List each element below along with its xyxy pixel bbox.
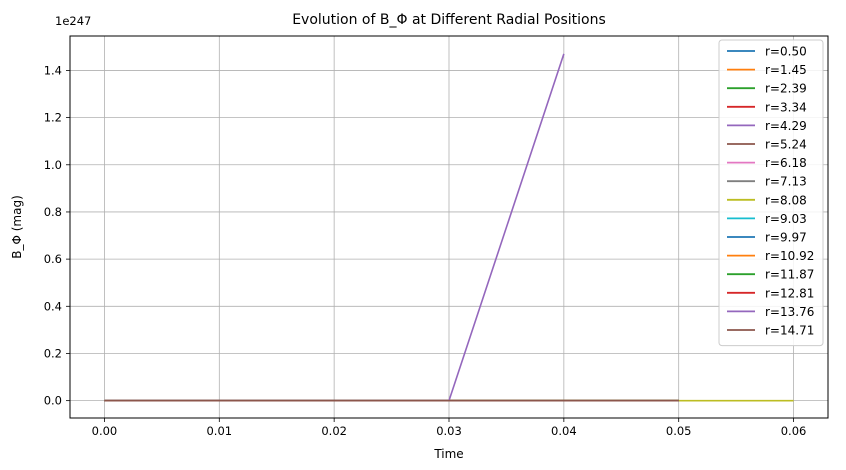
series-lines xyxy=(104,53,794,402)
chart-title: Evolution of B_Φ at Different Radial Pos… xyxy=(292,12,606,28)
legend-label: r=3.34 xyxy=(765,100,807,114)
y-tick-label: 1.0 xyxy=(44,158,62,172)
x-tick-label: 0.05 xyxy=(666,424,692,438)
legend-label: r=4.29 xyxy=(765,119,807,133)
axis-ticks: 0.00 0.01 0.02 0.03 0.04 0.05 0.06 0.0 0.2 0.4 0.6… xyxy=(44,63,807,438)
x-axis-label: Time xyxy=(433,447,463,461)
legend-label: r=0.50 xyxy=(765,45,807,59)
x-tick-label: 0.06 xyxy=(781,424,807,438)
legend-label: r=7.13 xyxy=(765,175,807,189)
legend-label: r=8.08 xyxy=(765,193,807,207)
legend-label: r=11.87 xyxy=(765,268,814,282)
y-tick-label: 0.2 xyxy=(44,346,62,360)
y-axis-label: B_Φ (mag) xyxy=(10,195,24,259)
y-tick-label: 0.0 xyxy=(44,394,62,408)
legend-label: r=9.03 xyxy=(765,212,807,226)
x-tick-label: 0.04 xyxy=(551,424,577,438)
x-tick-label: 0.01 xyxy=(206,424,232,438)
x-tick-label: 0.03 xyxy=(436,424,462,438)
legend-label: r=14.71 xyxy=(765,324,814,338)
y-tick-label: 0.4 xyxy=(44,299,62,313)
y-offset-label: 1e247 xyxy=(55,14,91,28)
y-tick-label: 0.6 xyxy=(44,252,62,266)
legend-label: r=2.39 xyxy=(765,82,807,96)
legend-label: r=12.81 xyxy=(765,286,814,300)
y-tick-label: 1.4 xyxy=(44,63,62,77)
legend-label: r=1.45 xyxy=(765,63,807,77)
legend-label: r=6.18 xyxy=(765,156,807,170)
legend-box xyxy=(718,39,824,347)
legend: r=0.50 r=1.45 r=2.39 r=3.34 r=4.29 r=5.24 r=6.… xyxy=(718,39,824,347)
legend-label: r=9.97 xyxy=(765,231,807,245)
legend-label: r=10.92 xyxy=(765,249,814,263)
legend-label: r=5.24 xyxy=(765,138,807,152)
x-tick-label: 0.00 xyxy=(92,424,118,438)
x-tick-label: 0.02 xyxy=(321,424,347,438)
y-tick-label: 1.2 xyxy=(44,111,62,125)
legend-label: r=13.76 xyxy=(765,305,814,319)
y-tick-label: 0.8 xyxy=(44,205,62,219)
